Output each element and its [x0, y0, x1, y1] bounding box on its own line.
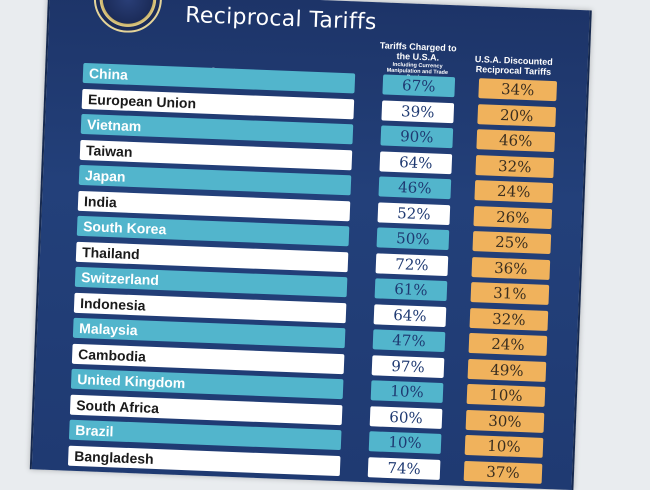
- charged-tariff-cell: 47%: [372, 329, 446, 353]
- charged-tariff-cell: 52%: [377, 201, 451, 225]
- charged-tariff-cell: 97%: [371, 354, 445, 378]
- charged-tariff-cell: 61%: [374, 278, 448, 302]
- discounted-tariff-cell: 32%: [475, 154, 555, 178]
- discounted-tariff-cell: 26%: [473, 205, 553, 229]
- charged-tariff-cell: 39%: [381, 99, 455, 123]
- column-header-charged-label: Tariffs Charged to the U.S.A.: [379, 40, 457, 63]
- discounted-tariff-cell: 24%: [474, 180, 554, 204]
- discounted-tariff-cell: 49%: [467, 358, 547, 382]
- charged-tariff-cell: 64%: [373, 303, 447, 327]
- charged-tariff-cell: 10%: [370, 380, 444, 404]
- page-title: Reciprocal Tariffs: [184, 2, 378, 36]
- discounted-tariff-cell: 34%: [478, 78, 558, 102]
- discounted-tariff-cell: 31%: [470, 282, 550, 305]
- presidential-seal-icon: [92, 0, 165, 34]
- discounted-tariff-cell: 24%: [468, 332, 548, 356]
- charged-tariff-cell: 10%: [368, 431, 442, 454]
- charged-tariff-cell: 64%: [379, 150, 453, 174]
- column-header-discounted: U.S.A. Discounted Reciprocal Tariffs: [474, 53, 553, 77]
- discounted-tariff-cell: 36%: [471, 256, 551, 280]
- discounted-tariff-cell: 20%: [477, 103, 557, 127]
- charged-tariff-cell: 72%: [375, 252, 449, 276]
- discounted-tariff-cell: 10%: [464, 434, 544, 458]
- tariff-board: Reciprocal Tariffs Country Tariffs Charg…: [29, 0, 592, 490]
- charged-tariff-cell: 50%: [376, 227, 450, 251]
- tariff-table: China 67% 34% European Union 39% 20% Vietnam 90…: [67, 61, 573, 488]
- charged-tariff-cell: 67%: [382, 74, 456, 98]
- discounted-tariff-cell: 10%: [466, 383, 546, 407]
- charged-tariff-cell: 74%: [367, 456, 441, 480]
- discounted-tariff-cell: 46%: [476, 129, 556, 153]
- charged-tariff-cell: 46%: [378, 176, 452, 200]
- charged-tariff-cell: 90%: [380, 125, 454, 149]
- discounted-tariff-cell: 25%: [472, 231, 552, 255]
- discounted-tariff-cell: 32%: [469, 307, 549, 331]
- charged-tariff-cell: 60%: [369, 405, 443, 429]
- discounted-tariff-cell: 30%: [465, 409, 545, 433]
